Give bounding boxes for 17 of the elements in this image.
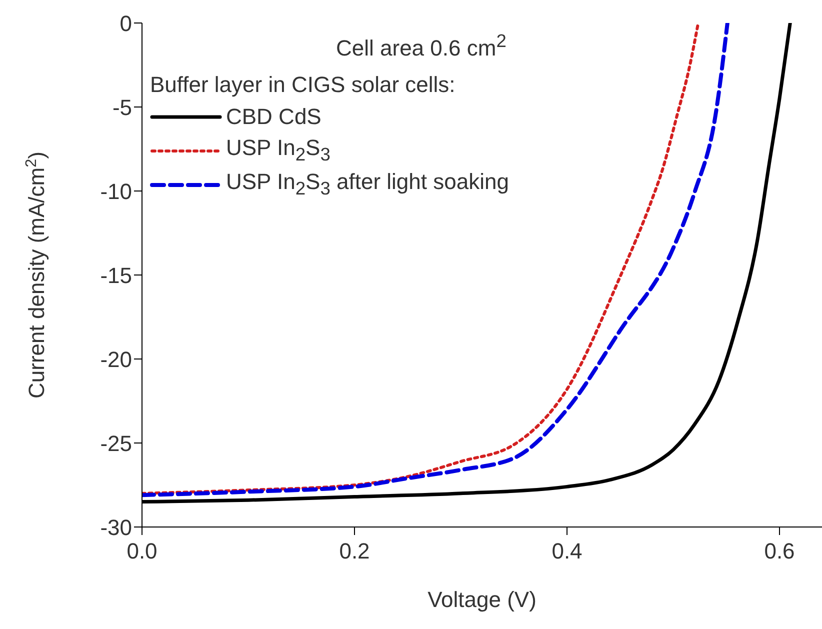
x-tick-label: 0.6 bbox=[764, 538, 795, 564]
y-tick-label: 0 bbox=[120, 10, 132, 36]
legend-title: Buffer layer in CIGS solar cells: bbox=[150, 71, 456, 99]
x-tick-label: 0.4 bbox=[552, 538, 582, 564]
legend-label: USP In$_{2}$S$_{3}$ after light soaking bbox=[226, 168, 509, 200]
x-tick-label: 0.0 bbox=[126, 538, 158, 564]
y-tick-label: -5 bbox=[112, 94, 132, 120]
y-tick-label: -10 bbox=[100, 178, 132, 204]
legend-label: USP In$_{2}$S$_{3}$ bbox=[226, 134, 330, 166]
y-tick-label: -20 bbox=[100, 346, 132, 372]
annotation: Cell area 0.6 cm$^{2}$ bbox=[336, 30, 506, 62]
x-tick-label: 0.2 bbox=[339, 538, 370, 564]
y-tick-label: -15 bbox=[100, 262, 132, 288]
y-tick-label: -30 bbox=[100, 514, 132, 540]
y-tick-label: -25 bbox=[100, 430, 132, 456]
legend-label: CBD CdS bbox=[226, 103, 322, 131]
x-axis-title: Voltage (V) bbox=[428, 587, 536, 612]
